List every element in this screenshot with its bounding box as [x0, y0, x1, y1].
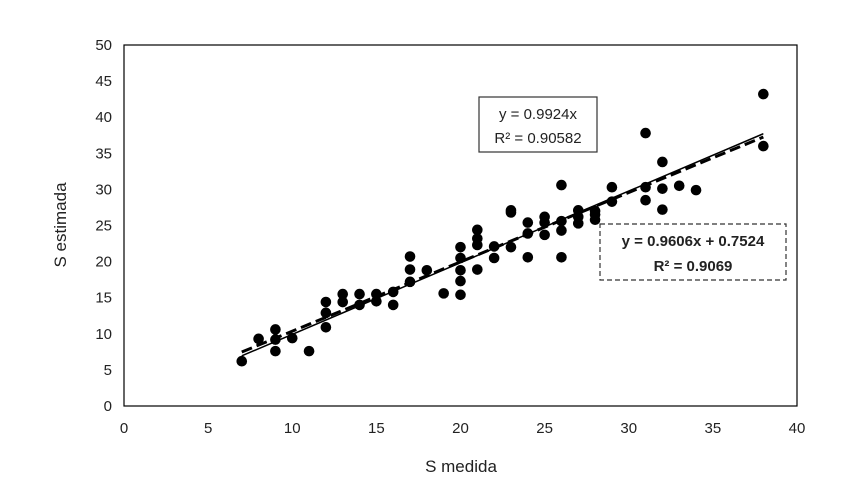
data-point	[657, 204, 668, 215]
x-tick-label: 0	[120, 420, 128, 437]
trendline-2	[241, 135, 764, 354]
x-axis-title: S medida	[425, 457, 497, 476]
data-point	[539, 229, 550, 241]
trendline-1-equation: y = 0.9924x	[499, 106, 577, 123]
trendline-2-label-box	[599, 223, 787, 281]
trendline-2-equation: y = 0.9606x + 0.7524	[622, 233, 765, 250]
data-point	[354, 288, 365, 300]
axes-group	[123, 44, 798, 407]
data-point	[455, 264, 466, 276]
data-point	[236, 355, 248, 367]
data-point	[455, 252, 466, 264]
data-point	[404, 264, 416, 275]
y-tick-label: 40	[95, 109, 112, 126]
data-point	[387, 299, 399, 311]
data-point	[455, 289, 466, 301]
data-point	[472, 264, 483, 275]
data-point	[758, 140, 769, 152]
data-point	[438, 288, 449, 299]
data-point	[371, 296, 382, 307]
data-point	[320, 307, 332, 319]
data-point	[690, 184, 702, 196]
trendline-1-label: y = 0.9924x R² = 0.90582	[478, 96, 598, 153]
data-point	[320, 296, 332, 308]
y-tick-label: 45	[95, 73, 112, 90]
trendlines-group	[241, 133, 764, 357]
data-point	[455, 275, 466, 287]
y-tick-label: 30	[95, 181, 112, 198]
data-point	[589, 214, 601, 226]
data-point	[472, 224, 483, 236]
data-point	[337, 288, 349, 300]
data-point	[657, 156, 668, 168]
y-axis-title: S estimada	[51, 182, 70, 268]
data-point	[270, 345, 281, 357]
trendline-2-label: y = 0.9606x + 0.7524 R² = 0.9069	[599, 223, 787, 281]
data-point	[640, 194, 651, 206]
y-tick-label: 0	[104, 398, 112, 415]
trendline-1-label-box	[478, 96, 598, 153]
y-tick-label: 10	[95, 326, 112, 343]
x-tick-label: 25	[536, 420, 553, 437]
data-point	[572, 218, 584, 229]
data-point	[303, 345, 315, 357]
data-point	[404, 251, 416, 262]
x-tick-label: 40	[789, 420, 806, 437]
y-tick-label: 5	[104, 362, 112, 379]
data-point	[522, 251, 534, 263]
data-point	[320, 322, 332, 333]
data-point	[270, 324, 281, 335]
data-point	[640, 127, 651, 139]
data-point	[455, 241, 466, 253]
trendline-1-r2: R² = 0.90582	[494, 130, 581, 147]
data-point	[505, 241, 517, 253]
y-tick-label: 50	[95, 37, 112, 54]
plot-area-frame	[123, 44, 798, 407]
x-tick-label: 10	[284, 420, 301, 437]
x-tick-label: 5	[204, 420, 212, 437]
x-tick-label: 35	[705, 420, 722, 437]
data-point	[488, 252, 500, 264]
x-tick-label: 30	[620, 420, 637, 437]
tick-labels-group: 0 5 10 15 20 25 30 35 40 0 5 10 15 20 25 30 35 40 45 50	[95, 37, 805, 437]
data-point	[253, 333, 264, 345]
data-point	[758, 88, 769, 100]
y-tick-label: 25	[95, 218, 112, 235]
x-tick-label: 15	[368, 420, 385, 437]
data-point	[606, 181, 618, 193]
data-point	[673, 180, 685, 192]
data-point	[421, 264, 433, 276]
x-tick-label: 20	[452, 420, 469, 437]
data-point	[556, 251, 567, 263]
data-point	[337, 296, 349, 308]
data-point	[556, 179, 567, 191]
y-tick-label: 15	[95, 290, 112, 307]
data-point	[522, 217, 534, 228]
data-point	[472, 239, 483, 251]
y-tick-label: 35	[95, 145, 112, 162]
data-point	[657, 183, 668, 194]
trendline-2-r2: R² = 0.9069	[654, 258, 733, 275]
data-point	[556, 225, 567, 236]
data-point	[505, 207, 517, 218]
y-tick-label: 20	[95, 254, 112, 271]
